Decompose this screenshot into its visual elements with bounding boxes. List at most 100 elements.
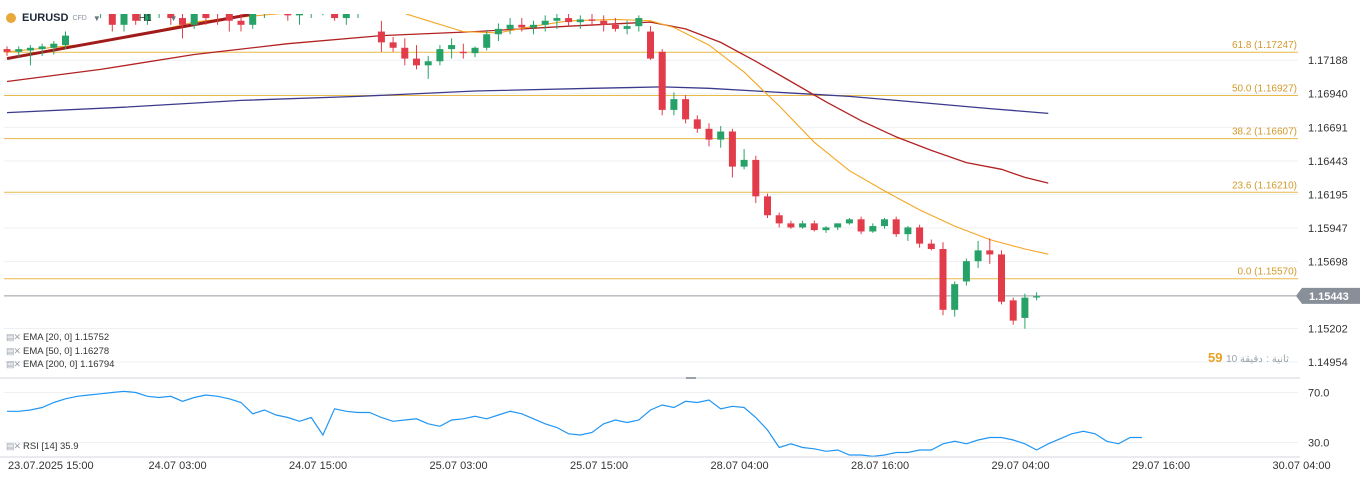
candle-body bbox=[752, 159, 760, 197]
fibonacci-levels: 61.8 (1.17247) 50.0 (1.16927) 38.2 (1.1660… bbox=[4, 40, 1298, 297]
rsi-pane: 70.0 30.0 bbox=[4, 388, 1329, 457]
time-tick-label: 28.07 04:00 bbox=[711, 460, 769, 472]
candle-body bbox=[764, 196, 771, 216]
time-axis: 23.07.2025 15:00 24.07 03:00 24.07 15:00 25… bbox=[0, 456, 1331, 472]
candle-body bbox=[892, 219, 900, 235]
price-tick-label: 1.15202 bbox=[1308, 323, 1348, 335]
candle-body bbox=[120, 14, 128, 25]
chevron-down-icon[interactable]: ▼ bbox=[169, 13, 178, 23]
candle-body bbox=[962, 261, 970, 282]
candle-body bbox=[225, 14, 233, 21]
candle-body bbox=[658, 51, 666, 110]
candle-body bbox=[237, 20, 245, 25]
coin-icon bbox=[6, 13, 16, 23]
countdown-hint: دقيقة bbox=[1240, 354, 1263, 365]
candle-body bbox=[553, 18, 561, 21]
candle-body bbox=[331, 14, 339, 19]
candle-body bbox=[50, 43, 58, 48]
candle-body bbox=[822, 227, 830, 231]
candle-body bbox=[834, 223, 842, 228]
candle-body bbox=[916, 227, 924, 244]
trendline bbox=[6, 14, 253, 61]
candle-body bbox=[355, 2, 362, 11]
candle-body bbox=[413, 58, 420, 66]
candle-body bbox=[26, 47, 34, 51]
timeframe-selector[interactable]: H1 bbox=[138, 12, 152, 24]
candle-body bbox=[728, 131, 736, 167]
candle-body bbox=[576, 19, 584, 23]
settings-icon[interactable]: ▤✕ bbox=[6, 359, 21, 369]
time-tick-label: 24.07 15:00 bbox=[289, 460, 347, 472]
time-tick-label: 25.07 15:00 bbox=[570, 460, 628, 472]
candle-body bbox=[775, 215, 783, 224]
price-tick-label: 1.16195 bbox=[1308, 189, 1348, 201]
grid bbox=[0, 59, 1300, 379]
ema20-line bbox=[6, 14, 1049, 255]
settings-icon[interactable]: ▤✕ bbox=[6, 332, 21, 342]
candle-body bbox=[38, 46, 46, 50]
candle-body bbox=[506, 24, 514, 29]
legend-ema50[interactable]: ▤✕ EMA [50, 0] 1.16278 bbox=[6, 346, 109, 357]
candles bbox=[3, 0, 1041, 329]
candle-body bbox=[296, 14, 303, 16]
candle-body bbox=[1021, 297, 1029, 318]
candle-body bbox=[366, 0, 373, 2]
candle-body bbox=[611, 24, 619, 29]
candle-body bbox=[108, 14, 116, 25]
legend-rsi-label: RSI [14] 35.9 bbox=[23, 441, 79, 452]
settings-icon[interactable]: ▤✕ bbox=[6, 346, 21, 356]
instrument-type-badge: CFD bbox=[72, 14, 87, 22]
candle-body bbox=[1033, 296, 1041, 298]
chevron-down-icon[interactable]: ▼ bbox=[92, 13, 101, 23]
legend-ema20[interactable]: ▤✕ EMA [20, 0] 1.15752 bbox=[6, 332, 109, 343]
price-axis: 1.17188 1.16940 1.16691 1.16443 1.16195 1.159… bbox=[1296, 55, 1360, 369]
candle-body bbox=[15, 49, 23, 52]
candle-body bbox=[939, 249, 947, 310]
candle-body bbox=[845, 219, 853, 224]
candle-body bbox=[1009, 300, 1017, 321]
candle-body bbox=[904, 227, 912, 235]
legend-ema200-label: EMA [200, 0] 1.16794 bbox=[23, 359, 115, 370]
legend-ema200[interactable]: ▤✕ EMA [200, 0] 1.16794 bbox=[6, 359, 114, 370]
symbol-bar: EURUSD CFD ▼ H1 ▼ bbox=[0, 6, 177, 30]
price-tick-label: 1.16691 bbox=[1308, 122, 1348, 134]
candle-body bbox=[810, 223, 818, 231]
candle-body bbox=[682, 99, 690, 120]
candle-body bbox=[389, 42, 397, 48]
price-tick-label: 1.16940 bbox=[1308, 89, 1348, 101]
symbol-name[interactable]: EURUSD bbox=[22, 12, 69, 24]
candle-body bbox=[974, 250, 982, 262]
ema50-line bbox=[6, 21, 1049, 184]
candle-body bbox=[927, 243, 935, 250]
price-tick-label: 1.16443 bbox=[1308, 156, 1348, 168]
fib-level-label: 0.0 (1.15570) bbox=[1238, 267, 1298, 278]
time-tick-label: 29.07 04:00 bbox=[992, 460, 1050, 472]
time-tick-label: 30.07 04:00 bbox=[1273, 460, 1331, 472]
candle-body bbox=[588, 19, 596, 21]
time-tick-label: 28.07 16:00 bbox=[851, 460, 909, 472]
candle-body bbox=[951, 284, 959, 310]
candle-body bbox=[717, 131, 725, 140]
time-tick-label: 29.07 16:00 bbox=[1132, 460, 1190, 472]
candle-body bbox=[799, 223, 807, 228]
settings-icon[interactable]: ▤✕ bbox=[6, 441, 21, 451]
candle-body bbox=[448, 45, 456, 50]
candle-body bbox=[261, 0, 268, 11]
legend-rsi[interactable]: ▤✕ RSI [14] 35.9 bbox=[6, 441, 79, 452]
candle-body bbox=[881, 219, 888, 227]
candle-body bbox=[471, 47, 479, 54]
candle-body bbox=[565, 18, 573, 23]
current-price-box bbox=[1296, 287, 1360, 304]
candle-body bbox=[3, 49, 11, 52]
candle-body bbox=[167, 14, 175, 19]
time-tick-label: 25.07 03:00 bbox=[430, 460, 488, 472]
price-tick-label: 1.15698 bbox=[1308, 256, 1348, 268]
fib-level-label: 50.0 (1.16927) bbox=[1232, 83, 1297, 94]
candle-body bbox=[869, 226, 877, 232]
candle-body bbox=[249, 14, 257, 25]
candle-body bbox=[857, 219, 865, 232]
candle-countdown: 59 10 ثانية : دقيقة bbox=[1208, 350, 1289, 365]
candle-body bbox=[483, 34, 491, 48]
